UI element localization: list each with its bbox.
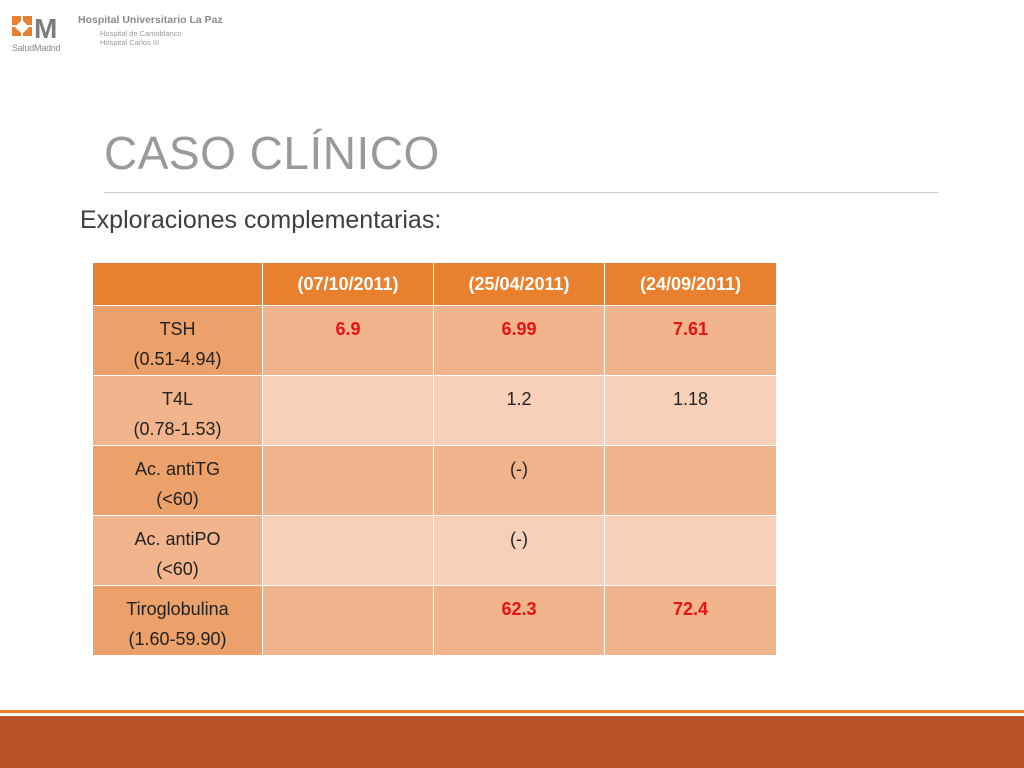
row-label-cell: TSH (0.51-4.94) (92, 305, 263, 376)
value-cell: 62.3 (433, 585, 605, 656)
row-label: Tiroglobulina (126, 599, 229, 619)
table-row: TSH (0.51-4.94) 6.9 6.99 7.61 (92, 305, 777, 376)
table-row: Ac. antiTG (<60) (-) (92, 445, 777, 516)
slide-subtitle: Exploraciones complementarias: (80, 206, 442, 234)
value-cell (262, 445, 434, 516)
cell-value: 1.2 (506, 389, 532, 409)
value-cell: 7.61 (604, 305, 777, 376)
row-label-cell: Ac. antiTG (<60) (92, 445, 263, 516)
hospital-line-1: Hospital de Cantoblanco (100, 29, 182, 38)
hospital-line-2: Hospital Carlos III (100, 38, 160, 47)
table-row: T4L (0.78-1.53) 1.2 1.18 (92, 375, 777, 446)
reference-range: (<60) (156, 489, 199, 509)
reference-range: (0.78-1.53) (133, 419, 222, 439)
value-cell (604, 445, 777, 516)
row-label: TSH (159, 319, 196, 339)
row-label-cell: Ac. antiPO (<60) (92, 515, 263, 586)
cell-value: 1.18 (672, 389, 709, 409)
footer-accent-line (0, 710, 1024, 713)
table-row: Ac. antiPO (<60) (-) (92, 515, 777, 586)
cell-value: 6.9 (335, 319, 361, 339)
value-cell: 6.9 (262, 305, 434, 376)
value-cell: 1.18 (604, 375, 777, 446)
value-cell (262, 375, 434, 446)
cell-value: (-) (510, 459, 528, 479)
reference-range: (<60) (156, 559, 199, 579)
row-label: Ac. antiTG (134, 459, 221, 479)
value-cell: (-) (433, 445, 605, 516)
row-label-cell: T4L (0.78-1.53) (92, 375, 263, 446)
value-cell (262, 515, 434, 586)
cell-value: 6.99 (501, 319, 537, 339)
footer-bar (0, 716, 1024, 768)
cell-value: 62.3 (501, 599, 537, 619)
hospital-name: Hospital Universitario La Paz (78, 14, 223, 26)
logo-subtext: SaludMadrid (12, 43, 61, 53)
reference-range: (0.51-4.94) (133, 349, 222, 369)
value-cell: 1.2 (433, 375, 605, 446)
hospital-logo: M SaludMadrid Hospital Universitario La … (10, 10, 230, 56)
value-cell: 72.4 (604, 585, 777, 656)
column-header: (25/04/2011) (433, 262, 605, 306)
table-header-row: (07/10/2011) (25/04/2011) (24/09/2011) (92, 262, 777, 306)
row-label: T4L (161, 389, 194, 409)
reference-range: (1.60-59.90) (128, 629, 227, 649)
lab-results-table: (07/10/2011) (25/04/2011) (24/09/2011) T… (92, 262, 777, 656)
slide-title: CASO CLÍNICO (104, 127, 440, 179)
row-label: Ac. antiPO (134, 529, 221, 549)
salud-madrid-logo-icon: M (12, 13, 57, 42)
value-cell (604, 515, 777, 586)
row-label-cell: Tiroglobulina (1.60-59.90) (92, 585, 263, 656)
column-header (92, 262, 263, 306)
title-divider (104, 192, 938, 193)
value-cell: (-) (433, 515, 605, 586)
value-cell (262, 585, 434, 656)
column-header: (24/09/2011) (604, 262, 777, 306)
cell-value: 72.4 (672, 599, 709, 619)
svg-text:M: M (34, 13, 57, 42)
cell-value: (-) (510, 529, 528, 549)
value-cell: 6.99 (433, 305, 605, 376)
table-row: Tiroglobulina (1.60-59.90) 62.3 72.4 (92, 585, 777, 656)
cell-value: 7.61 (672, 319, 709, 339)
column-header: (07/10/2011) (262, 262, 434, 306)
